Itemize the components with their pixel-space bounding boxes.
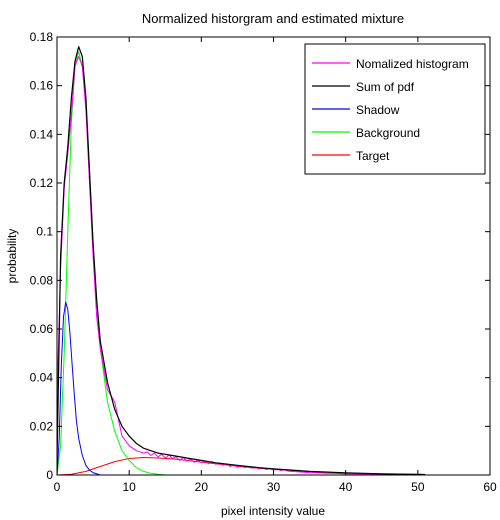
- x-tick-label: 40: [339, 480, 353, 494]
- x-tick-label: 60: [483, 480, 497, 494]
- legend-label: Nomalized histogram: [356, 57, 469, 71]
- y-tick-label: 0.12: [30, 176, 54, 190]
- legend-label: Background: [356, 126, 420, 140]
- x-axis-ticks: 0 10 20 30 40 50 60: [54, 37, 497, 494]
- legend-label: Target: [356, 149, 390, 163]
- y-tick-label: 0.18: [30, 30, 54, 44]
- x-tick-label: 0: [54, 480, 61, 494]
- y-tick-label: 0.06: [30, 322, 54, 336]
- series-line-sum-of-pdf: [57, 46, 426, 475]
- x-tick-label: 30: [267, 480, 281, 494]
- y-tick-label: 0.1: [36, 225, 53, 239]
- y-tick-label: 0.08: [30, 273, 54, 287]
- x-tick-label: 20: [195, 480, 209, 494]
- x-tick-label: 10: [122, 480, 136, 494]
- y-axis-ticks: 0 0.02 0.04 0.06 0.08 0.1 0.12 0.14 0.16 0.18: [30, 30, 490, 482]
- x-axis-label: pixel intensity value: [221, 504, 325, 518]
- y-axis-label: probability: [5, 229, 19, 284]
- chart-title: Normalized historgram and estimated mixt…: [142, 11, 404, 26]
- y-tick-label: 0: [46, 468, 53, 482]
- legend: Nomalized histogram Sum of pdf Shadow Backg…: [304, 43, 486, 175]
- legend-label: Sum of pdf: [356, 80, 415, 94]
- x-tick-label: 50: [411, 480, 425, 494]
- series-line-shadow: [57, 301, 101, 475]
- legend-label: Shadow: [356, 103, 400, 117]
- series-layer: [57, 46, 426, 475]
- y-tick-label: 0.16: [30, 79, 54, 93]
- y-tick-label: 0.02: [30, 419, 54, 433]
- y-tick-label: 0.04: [30, 371, 54, 385]
- y-tick-label: 0.14: [30, 127, 54, 141]
